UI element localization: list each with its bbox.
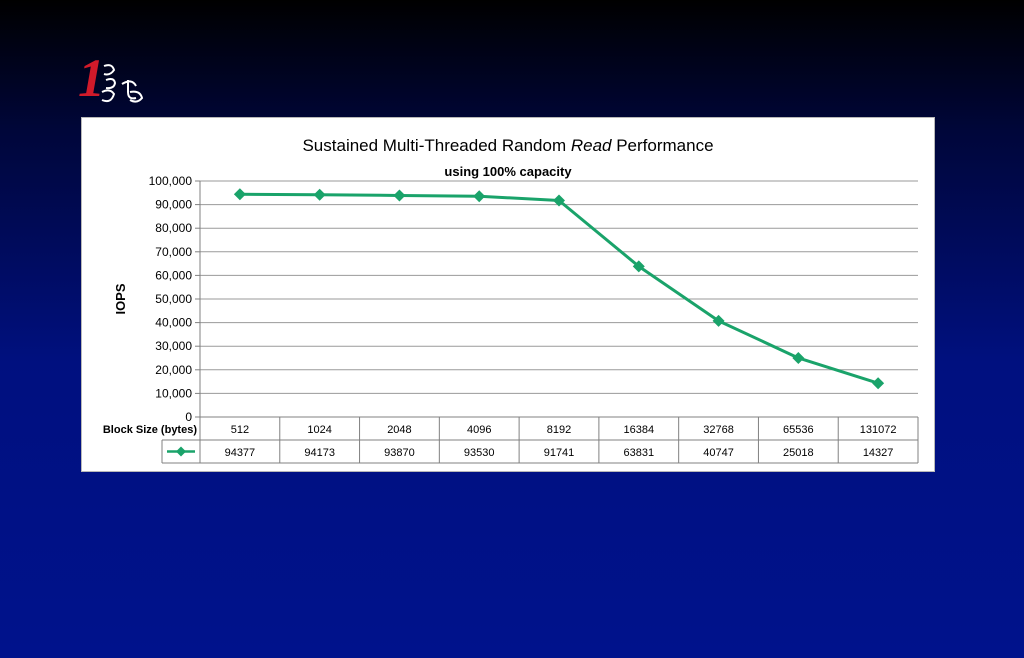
chart-title-part-1: Read bbox=[571, 136, 612, 155]
data-table-value: 91741 bbox=[544, 447, 575, 459]
y-tick-label: 40,000 bbox=[155, 316, 192, 330]
data-table-value: 94173 bbox=[304, 447, 335, 459]
data-point bbox=[712, 314, 725, 327]
data-point bbox=[473, 190, 486, 203]
x-tick-label: 1024 bbox=[307, 424, 331, 436]
series-line bbox=[239, 192, 879, 385]
chart-title-part-2: Performance bbox=[611, 136, 713, 155]
data-point bbox=[792, 351, 805, 364]
legend-marker bbox=[176, 446, 186, 457]
data-table-value: 40747 bbox=[703, 447, 734, 459]
x-tick-label: 512 bbox=[231, 424, 249, 436]
x-tick-label: 65536 bbox=[783, 424, 814, 436]
data-table-value: 93870 bbox=[384, 447, 415, 459]
chart-subtitle: using 100% capacity bbox=[444, 164, 572, 179]
y-tick-label: 90,000 bbox=[155, 198, 192, 212]
data-point bbox=[872, 377, 885, 390]
x-axis-label: Block Size (bytes) bbox=[103, 424, 197, 436]
y-tick-label: 50,000 bbox=[155, 292, 192, 306]
x-tick-label: 16384 bbox=[623, 424, 654, 436]
y-tick-label: 10,000 bbox=[155, 386, 192, 400]
x-tick-label: 4096 bbox=[467, 424, 491, 436]
data-point bbox=[233, 188, 246, 201]
y-tick-label: 80,000 bbox=[155, 221, 192, 235]
company-logo: 1 bbox=[78, 48, 144, 108]
chart-panel: Sustained Multi-Threaded Random Read Per… bbox=[81, 117, 935, 472]
data-point bbox=[313, 188, 326, 201]
x-tick-label: 32768 bbox=[703, 424, 734, 436]
x-tick-label: 131072 bbox=[860, 424, 897, 436]
svg-text:1: 1 bbox=[78, 48, 105, 108]
x-tick-label: 2048 bbox=[387, 424, 411, 436]
data-point bbox=[553, 194, 565, 207]
y-tick-label: 100,000 bbox=[149, 174, 193, 188]
line-chart: Sustained Multi-Threaded Random Read Per… bbox=[103, 136, 919, 464]
chart-title: Sustained Multi-Threaded Random Read Per… bbox=[302, 136, 713, 155]
chart-title-part-0: Sustained Multi-Threaded Random bbox=[302, 136, 570, 155]
y-tick-label: 70,000 bbox=[155, 245, 192, 259]
y-axis-label: IOPS bbox=[113, 283, 128, 314]
data-table-value: 93530 bbox=[464, 447, 495, 459]
x-tick-label: 8192 bbox=[547, 424, 571, 436]
data-table-value: 14327 bbox=[863, 447, 894, 459]
data-table-value: 25018 bbox=[783, 447, 814, 459]
y-tick-label: 30,000 bbox=[155, 339, 192, 353]
y-tick-label: 60,000 bbox=[155, 268, 192, 282]
data-table-value: 63831 bbox=[623, 447, 654, 459]
data-point bbox=[393, 189, 406, 202]
data-table-value: 94377 bbox=[225, 447, 256, 459]
data-point bbox=[632, 260, 645, 273]
y-tick-label: 0 bbox=[185, 410, 192, 424]
y-tick-label: 20,000 bbox=[155, 363, 192, 377]
